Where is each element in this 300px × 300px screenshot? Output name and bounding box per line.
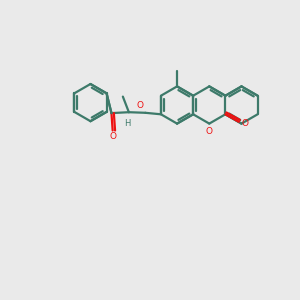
Text: H: H (124, 119, 130, 128)
Text: O: O (137, 101, 144, 110)
Text: O: O (109, 132, 116, 141)
Text: O: O (206, 127, 213, 136)
Text: O: O (242, 119, 249, 128)
